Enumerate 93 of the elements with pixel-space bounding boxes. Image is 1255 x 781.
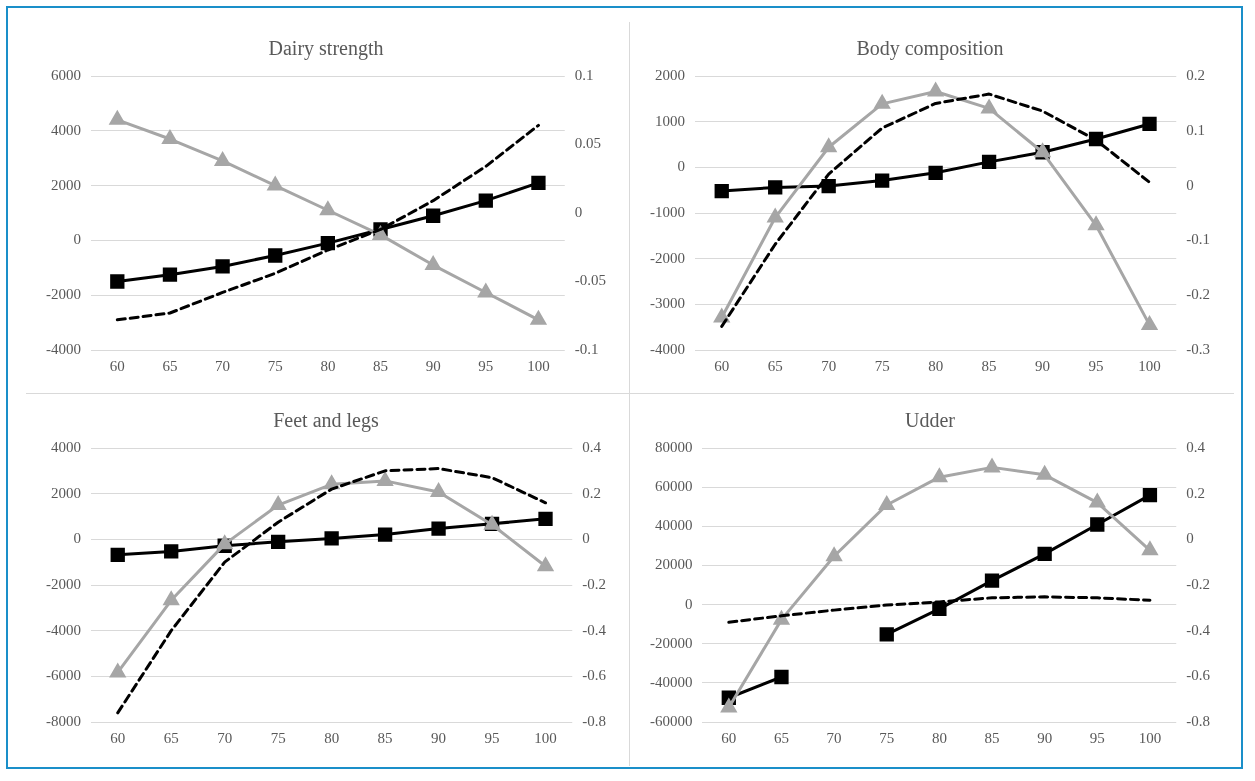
y-tick-label: 0 [73,231,81,248]
x-tick-label: 70 [217,729,233,746]
y-tick-label: -40000 [650,673,693,690]
y2-tick-label: -0.2 [582,575,606,592]
y-tick-label: 2000 [655,66,685,83]
y2-tick-label: 0.2 [1186,484,1205,501]
y-tick-label: -2000 [46,286,81,303]
y-tick-label: -8000 [46,712,81,729]
y-tick-label: -4000 [46,340,81,357]
x-tick-label: 100 [1138,729,1162,746]
x-tick-label: 60 [109,357,125,374]
y-tick-label: -1000 [650,203,685,220]
y2-tick-label: 0.1 [1186,121,1205,138]
y2-tick-label: 0.2 [582,484,601,501]
x-tick-label: 85 [981,357,997,374]
x-tick-label: 75 [270,729,286,746]
x-tick-label: 95 [484,729,500,746]
x-tick-label: 65 [767,357,783,374]
x-tick-label: 60 [721,729,737,746]
y2-tick-label: -0.1 [574,340,599,357]
y-tick-label: 2000 [51,176,81,193]
y-tick-label: -2000 [46,575,81,592]
x-tick-label: 95 [1088,357,1104,374]
chart-title: Body composition [856,37,1004,61]
y2-tick-label: 0.4 [1186,438,1206,455]
y-tick-label: -20000 [650,634,693,651]
y2-tick-label: -0.2 [1186,575,1210,592]
x-tick-label: 85 [373,357,389,374]
y2-tick-label: 0.1 [574,66,594,83]
y2-tick-label: 0.2 [1186,66,1205,83]
y-tick-label: 4000 [51,438,81,455]
x-tick-label: 90 [431,729,447,746]
x-tick-label: 75 [874,357,890,374]
x-tick-label: 70 [821,357,837,374]
y2-tick-label: 0.05 [574,135,601,152]
x-tick-label: 100 [527,357,550,374]
y-tick-label: 0 [73,530,81,547]
y2-tick-label: 0 [1186,530,1194,547]
y-tick-label: -2000 [650,249,685,266]
chart-title: Udder [905,409,956,432]
y-tick-label: 0 [677,158,685,175]
y2-tick-label: 0 [574,203,583,220]
x-tick-label: 80 [928,357,944,374]
x-tick-label: 85 [377,729,393,746]
y-tick-label: -4000 [46,621,81,638]
y2-tick-label: -0.6 [582,667,607,684]
y2-tick-label: -0.4 [582,621,607,638]
x-tick-label: 85 [984,729,1000,746]
x-tick-label: 75 [267,357,283,374]
y-tick-label: -4000 [650,340,685,357]
y-tick-label: 60000 [655,478,693,495]
y2-tick-label: 0 [582,530,590,547]
x-tick-label: 65 [163,729,179,746]
y2-tick-label: -0.4 [1186,621,1211,638]
y2-tick-label: -0.05 [574,272,606,289]
y2-tick-label: -0.8 [1186,712,1210,729]
y-tick-label: -3000 [650,295,685,312]
x-tick-label: 70 [215,357,231,374]
x-tick-label: 95 [478,357,494,374]
x-tick-label: 80 [324,729,340,746]
y-tick-label: 20000 [655,556,693,573]
x-tick-label: 90 [1035,357,1051,374]
y2-tick-label: 0 [1186,176,1194,193]
y2-tick-label: -0.1 [1186,231,1210,248]
y2-tick-label: -0.8 [582,712,606,729]
x-tick-label: 95 [1089,729,1105,746]
chart-title: Dairy strength [268,37,384,61]
y-tick-label: 2000 [51,484,81,501]
x-tick-label: 80 [320,357,336,374]
y-tick-label: 4000 [51,121,81,138]
y-tick-label: 6000 [51,66,81,83]
x-tick-label: 60 [714,357,730,374]
x-tick-label: 75 [879,729,895,746]
x-tick-label: 65 [773,729,789,746]
x-tick-label: 80 [931,729,947,746]
y2-tick-label: -0.2 [1186,286,1210,303]
x-tick-label: 65 [162,357,178,374]
y-tick-label: -60000 [650,712,693,729]
y-tick-label: 80000 [655,438,693,455]
chart-title: Feet and legs [273,409,379,433]
x-tick-label: 100 [534,729,557,746]
y-tick-label: 0 [685,595,693,612]
y2-tick-label: -0.6 [1186,667,1211,684]
y-tick-label: -6000 [46,667,81,684]
x-tick-label: 70 [826,729,842,746]
x-tick-label: 90 [1037,729,1053,746]
y-tick-label: 40000 [655,517,693,534]
y-tick-label: 1000 [655,112,685,129]
x-tick-label: 90 [425,357,441,374]
x-tick-label: 60 [110,729,126,746]
y2-tick-label: -0.3 [1186,340,1210,357]
y2-tick-label: 0.4 [582,438,602,455]
x-tick-label: 100 [1138,357,1161,374]
